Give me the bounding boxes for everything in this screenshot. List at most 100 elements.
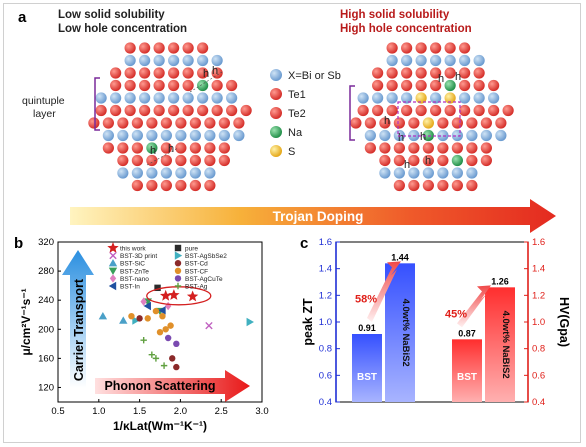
atom-blue	[218, 129, 230, 142]
y-tick-label-left: 1.0	[319, 317, 332, 328]
atom-green	[197, 79, 209, 92]
atom-red	[415, 104, 427, 117]
atom-red	[160, 179, 172, 192]
quintuple-bracket-left	[94, 77, 100, 131]
data-point	[169, 355, 176, 362]
atom-red	[408, 154, 420, 167]
atom-red	[379, 142, 391, 154]
atom-red	[430, 79, 442, 92]
legend-label: BST-Ag	[185, 284, 208, 291]
atom-blue	[466, 129, 478, 142]
plot-frame	[57, 241, 263, 403]
atom-red	[175, 142, 187, 154]
atom-blue	[146, 167, 158, 179]
y-tick-label-left: 0.8	[319, 344, 332, 355]
atom-red	[364, 142, 376, 154]
atom-red	[131, 179, 143, 192]
zt-hardness-bar-chart: 0.4 0.6 0.8 1.0 1.2 1.4 1.6 0.4 0.6 0.8 1.0 1.2 1.4 1…	[301, 237, 571, 408]
y-tick-label: 200	[38, 324, 54, 335]
atom-legend: X=Bi or Sb Te1 Te2 Na S	[270, 69, 341, 158]
atom-red	[204, 142, 216, 154]
atom-blue	[168, 54, 180, 67]
atom-red	[117, 154, 129, 167]
percent-increase-label: 45%	[445, 308, 467, 320]
atom-blue	[379, 129, 391, 142]
atom-blue	[357, 92, 369, 104]
legend-label: S	[288, 146, 295, 158]
atom-blue	[480, 129, 492, 142]
atom-blue	[459, 54, 471, 67]
atom-blue	[153, 54, 165, 67]
atom-red	[102, 142, 114, 154]
data-point	[119, 316, 128, 324]
atom-red	[146, 179, 158, 192]
legend-label: BST-CF	[185, 268, 208, 275]
atom-red	[175, 154, 187, 167]
atom-red	[466, 117, 478, 129]
bar-value-label: 1.26	[491, 276, 509, 286]
data-point	[205, 321, 213, 330]
atom-red	[451, 117, 463, 129]
atom-red	[153, 67, 165, 79]
atom-blue	[379, 167, 391, 179]
atom-red	[437, 142, 449, 154]
crystal-lattice-left	[88, 42, 252, 192]
atom-blue	[189, 129, 201, 142]
atom-red	[88, 117, 100, 129]
atom-red	[401, 67, 413, 79]
atom-blue	[146, 129, 158, 142]
atom-red	[386, 42, 398, 54]
atom-blue	[175, 129, 187, 142]
atom-blue	[437, 167, 449, 179]
atom-blue	[430, 92, 442, 104]
bar-category-label: BST	[357, 372, 377, 383]
atom-blue	[211, 54, 223, 67]
trojan-doping-label: Trojan Doping	[273, 209, 364, 224]
atom-red	[146, 117, 158, 129]
atom-red	[466, 179, 478, 192]
atom-red	[480, 154, 492, 167]
hole-h: h	[404, 159, 410, 171]
atom-red	[131, 154, 143, 167]
atom-red	[473, 104, 485, 117]
x-tick-label: 1.5	[133, 406, 146, 417]
atom-blue	[473, 92, 485, 104]
atom-blue	[153, 92, 165, 104]
hole-h: h	[203, 68, 209, 80]
atom-red	[168, 67, 180, 79]
data-point	[162, 326, 169, 333]
y-tick-label: 320	[38, 237, 54, 248]
y-tick-label: 160	[38, 353, 54, 364]
x-tick-label: 2.5	[215, 406, 228, 417]
atom-blue	[226, 92, 238, 104]
y-tick-label-right: 0.8	[532, 344, 545, 355]
panel-c-label: c	[300, 235, 308, 252]
y-tick-label-right: 1.6	[532, 237, 545, 248]
y-tick-label-right: 0.6	[532, 370, 545, 381]
atom-red	[131, 142, 143, 154]
data-point	[107, 242, 119, 253]
atom-blue	[189, 167, 201, 179]
atom-blue	[204, 167, 216, 179]
data-point	[174, 275, 182, 282]
atom-yellow	[415, 92, 427, 104]
atom-red	[240, 104, 252, 117]
quintuple-label-line1: quintuple	[22, 95, 65, 107]
x-tick-label: 0.5	[51, 406, 64, 417]
substitution-box	[397, 101, 461, 137]
atom-blue	[386, 92, 398, 104]
atom-red	[110, 79, 122, 92]
data-point	[164, 301, 172, 311]
hole-h: h	[438, 73, 444, 85]
y-tick-label-left: 1.2	[319, 290, 332, 301]
atom-red	[197, 42, 209, 54]
atom-blue	[488, 92, 500, 104]
this-work-highlight	[146, 286, 212, 306]
legend-label: Te2	[288, 108, 306, 120]
atom-red	[459, 42, 471, 54]
atom-blue	[422, 167, 434, 179]
atom-blue	[473, 54, 485, 67]
atom-red	[401, 104, 413, 117]
atom-red	[430, 42, 442, 54]
legend-label: BST-In	[120, 284, 140, 291]
